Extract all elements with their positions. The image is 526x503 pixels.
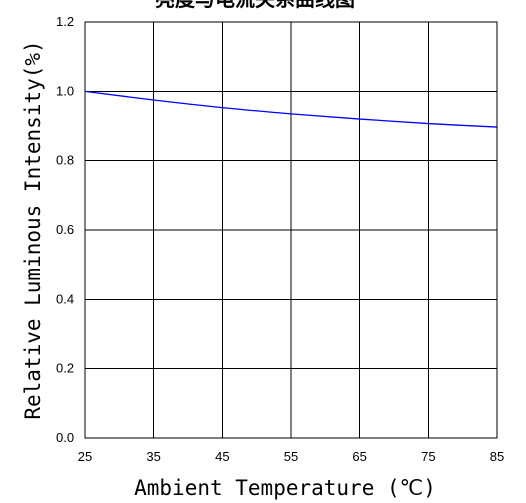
x-tick-labels: 25 35 45 55 65 75 85 [78,449,504,464]
grid [84,21,498,439]
x-tick-label: 75 [421,449,435,464]
y-axis-label: Relative Luminous Intensity(%) [21,40,45,419]
x-tick-label: 45 [215,449,229,464]
y-tick-label: 0.0 [56,430,74,445]
x-tick-label: 25 [78,449,92,464]
series-layer [84,90,498,128]
x-tick-label: 55 [284,449,298,464]
y-tick-label: 0.4 [56,291,74,306]
x-axis-label: Ambient Temperature (℃) [134,476,436,500]
plot-frame [84,21,498,439]
series-line [84,90,498,128]
y-tick-label: 0.2 [56,361,74,376]
x-tick-label: 65 [352,449,366,464]
y-tick-labels: 0.0 0.2 0.4 0.6 0.8 1.0 1.2 [56,14,74,445]
y-tick-label: 0.6 [56,222,74,237]
y-tick-label: 0.8 [56,153,74,168]
x-tick-label: 85 [490,449,504,464]
chart-title: 亮度与电流关系曲线图 [155,0,355,11]
y-tick-label: 1.2 [56,14,74,29]
y-tick-label: 1.0 [56,83,74,98]
x-tick-label: 35 [146,449,160,464]
